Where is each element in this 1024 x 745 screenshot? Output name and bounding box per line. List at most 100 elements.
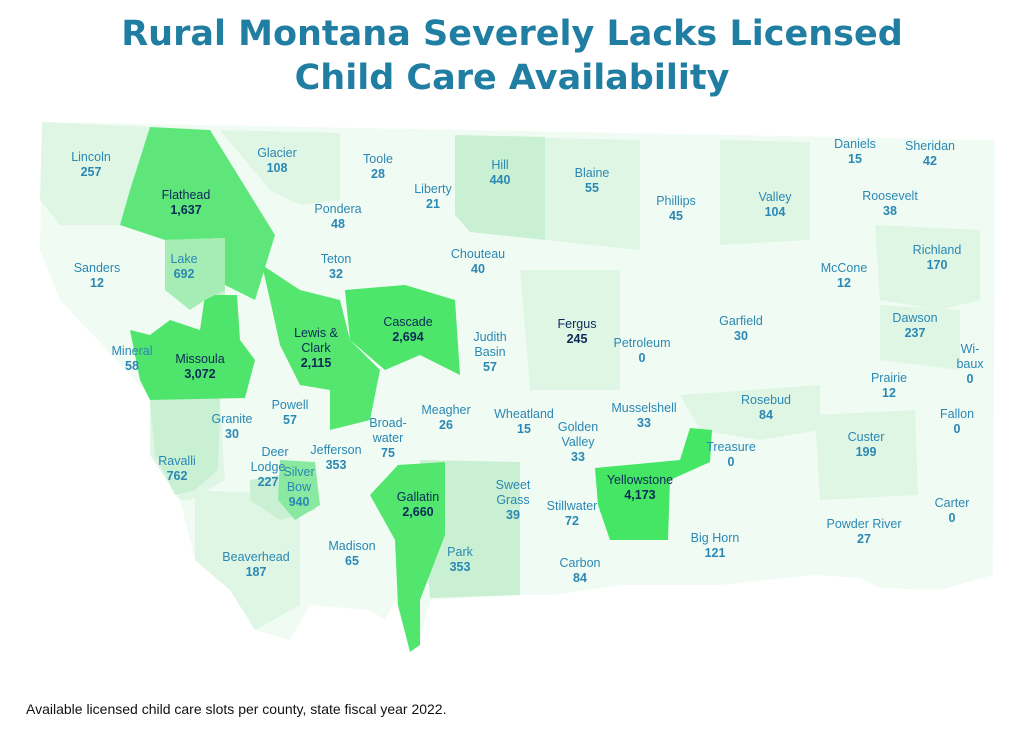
county-sanders: Sanders 12 [74,261,121,291]
county-powell-value: 57 [283,413,297,427]
county-meagher-name: Meagher [421,403,471,417]
county-garfield-name: Garfield [719,314,763,328]
county-lewis-clark-name-2: Clark [301,341,331,355]
county-beaverhead: Beaverhead 187 [222,550,289,580]
county-sheridan-name: Sheridan [904,139,956,153]
county-lake-shape [165,238,225,310]
county-custer-name: Custer [847,430,885,444]
title-line-2: Child Care Availability [294,58,730,98]
county-flathead-value: 1,637 [170,203,202,217]
county-broadwater: Broad-water 75 [369,416,407,461]
county-flathead-shape [120,127,275,300]
county-teton-value: 32 [329,267,343,281]
county-stillwater-value: 72 [565,514,579,528]
county-madison-value: 65 [345,554,359,568]
county-flathead: Flathead 1,637 [162,188,211,218]
county-custer: Custer 199 [848,430,885,460]
county-deer-lodge-value: 227 [257,475,279,489]
county-rosebud-name: Rosebud [740,393,792,407]
region-north-light [40,122,980,370]
county-pondera: Pondera 48 [314,202,361,232]
county-jefferson-value: 353 [325,458,347,472]
county-broadwater-name-2: water [372,431,404,445]
county-yellowstone-name: Yellowstone [606,473,674,487]
county-cascade-name: Cascade [383,315,433,329]
county-jefferson-name: Jefferson [310,443,362,457]
county-toole-name: Toole [363,152,393,166]
county-hill: Hill 440 [490,158,511,188]
county-powder-river-name: Powder River [826,517,902,531]
county-phillips: Phillips 45 [656,194,696,224]
county-liberty: Liberty 21 [414,182,452,212]
county-musselshell-name: Musselshell [611,401,677,415]
county-musselshell: Musselshell 33 [611,401,676,431]
county-carter-name: Carter [934,496,970,510]
county-roosevelt: Roosevelt 38 [862,189,918,219]
county-flathead-name: Flathead [161,188,211,202]
county-fergus: Fergus 245 [558,317,597,347]
county-wibaux-name: Wi- [960,342,980,356]
county-silver-bow-name-2: Bow [286,480,312,494]
county-blaine-value: 55 [585,181,599,195]
county-mccone-value: 12 [837,276,851,290]
county-silverbow-shape [278,460,320,520]
county-cascade-value: 2,694 [392,330,424,344]
county-yellowstone-shape [595,428,712,540]
county-toole: Toole 28 [363,152,393,182]
county-glacier-name: Glacier [257,146,297,160]
county-prairie-value: 12 [882,386,896,400]
county-broadwater-value: 75 [381,446,395,460]
county-chouteau-value: 40 [471,262,485,276]
county-deer-lodge-name: Deer [261,445,289,459]
county-custer-value: 199 [855,445,877,459]
county-missoula: Missoula 3,072 [175,352,224,382]
county-fallon: Fallon 0 [940,407,974,437]
county-park-value: 353 [449,560,471,574]
county-fallon-value: 0 [953,422,961,436]
county-sheridan: Sheridan 42 [905,139,955,169]
county-broadwater-name: Broad- [369,416,407,430]
county-chouteau: Chouteau 40 [451,247,505,277]
county-sweet-grass: Sweet Grass 39 [496,478,531,523]
county-lake-name: Lake [170,252,198,266]
county-missoula-value: 3,072 [184,367,216,381]
county-garfield: Garfield 30 [719,314,763,344]
county-sweet-grass-name: Sweet [495,478,531,492]
county-wibaux-name-2: baux [956,357,984,371]
county-meagher-value: 26 [439,418,453,432]
county-daniels-name: Daniels [834,137,876,151]
title-line-1: Rural Montana Severely Lacks Licensed [121,14,903,54]
county-powder-river-value: 27 [857,532,871,546]
county-golden-valley-value: 33 [571,450,585,464]
county-golden-valley: Golden Valley 33 [558,420,598,465]
county-golden-valley-name: Golden [557,420,599,434]
county-phillips-name: Phillips [656,194,696,208]
county-powell: Powell 57 [272,398,309,428]
county-fallon-name: Fallon [939,407,975,421]
county-granite: Granite 30 [212,412,253,442]
county-rosebud: Rosebud 84 [741,393,791,423]
county-missoula-name: Missoula [175,352,225,366]
county-prairie: Prairie 12 [871,371,907,401]
county-madison: Madison 65 [328,539,375,569]
county-ravalli: Ravalli 762 [158,454,196,484]
region-tint-medium [150,135,545,598]
map-caption: Available licensed child care slots per … [26,701,447,717]
county-lincoln: Lincoln 257 [71,150,111,180]
county-mineral: Mineral 58 [112,344,153,374]
county-big-horn-name: Big Horn [690,531,740,545]
county-lake: Lake 692 [170,252,197,282]
county-big-horn: Big Horn 121 [691,531,740,561]
county-blaine-name: Blaine [574,166,610,180]
county-deer-lodge-name-2: Lodge [250,460,286,474]
county-valley-value: 104 [764,205,786,219]
county-granite-name: Granite [211,412,253,426]
county-pondera-value: 48 [331,217,345,231]
county-beaverhead-value: 187 [245,565,267,579]
county-mccone-name: McCone [820,261,868,275]
county-garfield-value: 30 [734,329,748,343]
county-petroleum-name: Petroleum [613,336,671,350]
county-beaverhead-name: Beaverhead [222,550,290,564]
county-petroleum-value: 0 [638,351,646,365]
